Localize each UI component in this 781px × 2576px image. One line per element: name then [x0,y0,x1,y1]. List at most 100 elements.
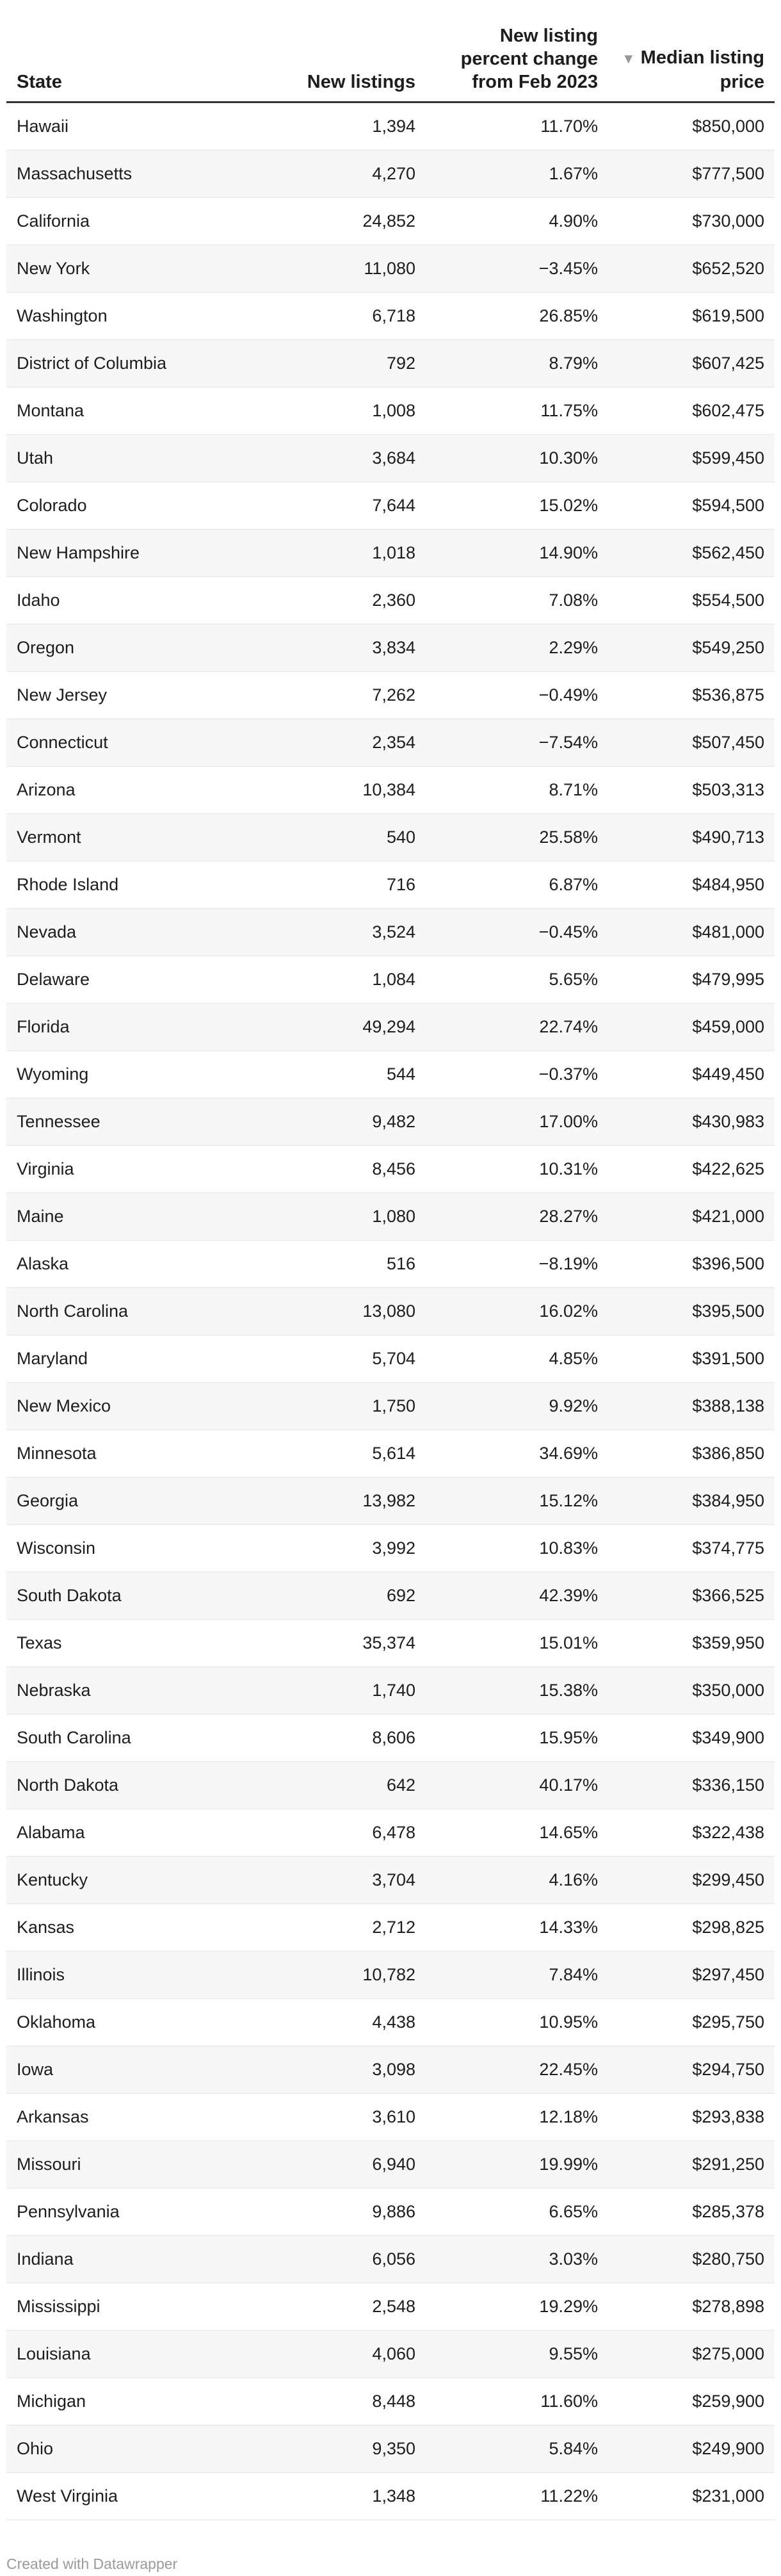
cell-state: California [6,197,247,245]
cell-median-price: $490,713 [608,813,775,861]
cell-state: Maine [6,1193,247,1241]
cell-percent-change: −0.49% [426,671,608,719]
column-header-percent-change[interactable]: New listing percent change from Feb 2023 [426,24,608,103]
cell-median-price: $297,450 [608,1951,775,1999]
cell-median-price: $259,900 [608,2377,775,2425]
cell-percent-change: 14.33% [426,1903,608,1952]
cell-state: Arizona [6,766,247,814]
cell-state: Massachusetts [6,150,247,198]
table-row: Delaware 1,084 5.65% $479,995 [6,956,775,1004]
table-row: Alabama 6,478 14.65% $322,438 [6,1809,775,1857]
cell-median-price: $422,625 [608,1145,775,1193]
cell-median-price: $599,450 [608,434,775,482]
cell-median-price: $384,950 [608,1477,775,1525]
cell-median-price: $607,425 [608,339,775,387]
footer-credit: Created with Datawrapper [6,2556,178,2572]
column-header-median-price[interactable]: ▼ Median listing price [608,24,775,103]
cell-state: South Dakota [6,1572,247,1620]
table-row: Pennsylvania 9,886 6.65% $285,378 [6,2188,775,2236]
cell-median-price: $459,000 [608,1003,775,1051]
table-row: Nevada 3,524 −0.45% $481,000 [6,908,775,956]
column-header-new-listings[interactable]: New listings [247,24,426,103]
cell-percent-change: 28.27% [426,1193,608,1241]
cell-new-listings: 516 [247,1240,426,1288]
cell-state: Nebraska [6,1667,247,1715]
cell-median-price: $291,250 [608,2140,775,2189]
cell-median-price: $594,500 [608,482,775,530]
cell-percent-change: 14.90% [426,529,608,577]
cell-median-price: $503,313 [608,766,775,814]
cell-state: Alaska [6,1240,247,1288]
column-header-label: Median listing price [640,47,764,92]
cell-state: Oregon [6,624,247,672]
cell-state: Indiana [6,2235,247,2283]
cell-state: Maryland [6,1335,247,1383]
table-row: Kentucky 3,704 4.16% $299,450 [6,1856,775,1904]
cell-state: Alabama [6,1809,247,1857]
table-row: Connecticut 2,354 −7.54% $507,450 [6,719,775,767]
cell-state: Vermont [6,813,247,861]
cell-median-price: $777,500 [608,150,775,198]
cell-percent-change: 15.95% [426,1714,608,1762]
cell-percent-change: 15.12% [426,1477,608,1525]
cell-new-listings: 2,548 [247,2283,426,2331]
cell-new-listings: 1,080 [247,1193,426,1241]
cell-new-listings: 6,718 [247,292,426,340]
cell-state: Iowa [6,2046,247,2094]
cell-percent-change: 11.70% [426,102,608,151]
table-row: Louisiana 4,060 9.55% $275,000 [6,2330,775,2378]
cell-new-listings: 1,084 [247,956,426,1004]
cell-percent-change: 25.58% [426,813,608,861]
cell-percent-change: −8.19% [426,1240,608,1288]
cell-median-price: $562,450 [608,529,775,577]
cell-new-listings: 11,080 [247,245,426,293]
cell-median-price: $350,000 [608,1667,775,1715]
cell-percent-change: 19.29% [426,2283,608,2331]
cell-new-listings: 1,348 [247,2472,426,2520]
cell-state: Mississippi [6,2283,247,2331]
cell-median-price: $730,000 [608,197,775,245]
cell-median-price: $388,138 [608,1382,775,1430]
table-row: Florida 49,294 22.74% $459,000 [6,1003,775,1051]
cell-new-listings: 1,394 [247,102,426,151]
cell-median-price: $374,775 [608,1524,775,1572]
cell-median-price: $554,500 [608,576,775,624]
column-header-state[interactable]: State [6,24,247,103]
cell-median-price: $322,438 [608,1809,775,1857]
cell-state: Michigan [6,2377,247,2425]
cell-median-price: $298,825 [608,1903,775,1952]
cell-new-listings: 9,886 [247,2188,426,2236]
cell-percent-change: 6.65% [426,2188,608,2236]
cell-percent-change: 7.84% [426,1951,608,1999]
cell-percent-change: 3.03% [426,2235,608,2283]
cell-new-listings: 1,008 [247,387,426,435]
cell-median-price: $484,950 [608,861,775,909]
cell-new-listings: 8,448 [247,2377,426,2425]
cell-median-price: $395,500 [608,1287,775,1335]
cell-percent-change: 17.00% [426,1098,608,1146]
cell-new-listings: 8,456 [247,1145,426,1193]
cell-new-listings: 692 [247,1572,426,1620]
cell-state: Missouri [6,2140,247,2189]
cell-state: West Virginia [6,2472,247,2520]
cell-new-listings: 642 [247,1761,426,1809]
cell-percent-change: 15.38% [426,1667,608,1715]
table-row: Iowa 3,098 22.45% $294,750 [6,2046,775,2094]
cell-state: Florida [6,1003,247,1051]
cell-state: New York [6,245,247,293]
cell-new-listings: 3,704 [247,1856,426,1904]
cell-percent-change: 26.85% [426,292,608,340]
cell-state: Montana [6,387,247,435]
cell-median-price: $430,983 [608,1098,775,1146]
cell-percent-change: 8.79% [426,339,608,387]
table-row: Missouri 6,940 19.99% $291,250 [6,2140,775,2189]
cell-new-listings: 3,992 [247,1524,426,1572]
cell-state: Delaware [6,956,247,1004]
cell-percent-change: 11.22% [426,2472,608,2520]
table-row: Virginia 8,456 10.31% $422,625 [6,1145,775,1193]
column-header-label: New listings [307,72,415,92]
table-row: Maryland 5,704 4.85% $391,500 [6,1335,775,1383]
table-row: Washington 6,718 26.85% $619,500 [6,292,775,340]
cell-percent-change: −7.54% [426,719,608,767]
cell-percent-change: 4.90% [426,197,608,245]
